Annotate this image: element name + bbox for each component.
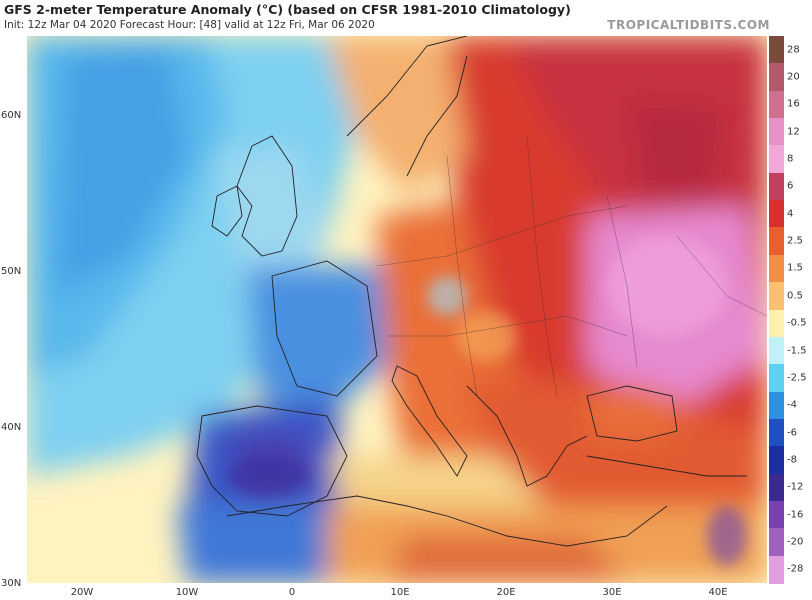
watermark: TROPICALTIDBITS.COM	[607, 18, 770, 32]
lon-label: 40E	[708, 587, 728, 598]
colorbar-segment	[769, 555, 784, 584]
lon-label: 30E	[602, 587, 622, 598]
colorbar-segment	[769, 473, 784, 502]
colorbar-label: -6	[787, 427, 797, 439]
lat-label: 60N	[1, 110, 22, 121]
colorbar-segment	[769, 36, 784, 64]
colorbar-segment	[769, 336, 784, 365]
colorbar-segment	[769, 63, 784, 92]
lon-label: 0	[288, 587, 296, 598]
colorbar-label: -28	[787, 563, 804, 575]
colorbar-label: 12	[787, 126, 800, 138]
colorbar-label: -16	[787, 509, 804, 521]
colorbar-label: -8	[787, 454, 797, 466]
colorbar-label: -4	[787, 399, 797, 411]
map-subtitle: Init: 12z Mar 04 2020 Forecast Hour: [48…	[4, 19, 375, 31]
colorbar-label: 1.5	[787, 262, 803, 274]
colorbar-label: -12	[787, 481, 804, 493]
anomaly-field	[27, 36, 767, 583]
colorbar-segment	[769, 254, 784, 283]
colorbar	[769, 36, 784, 584]
colorbar-label: -0.5	[787, 317, 807, 329]
colorbar-label: 20	[787, 71, 800, 83]
colorbar-segment	[769, 200, 784, 229]
colorbar-label: 16	[787, 98, 800, 110]
colorbar-segment	[769, 118, 784, 147]
colorbar-segment	[769, 500, 784, 529]
lon-label: 20E	[496, 587, 516, 598]
lon-label: 20W	[70, 587, 94, 598]
colorbar-label: 4	[787, 208, 794, 220]
lat-label: 40N	[1, 422, 22, 433]
colorbar-segment	[769, 227, 784, 256]
colorbar-label: 28	[787, 44, 800, 56]
borders	[376, 135, 767, 397]
colorbar-label: 2.5	[787, 235, 803, 247]
colorbar-segment	[769, 364, 784, 393]
anomaly-detail	[227, 236, 747, 566]
colorbar-label: 6	[787, 180, 794, 192]
colorbar-segment	[769, 446, 784, 475]
colorbar-segment	[769, 172, 784, 201]
colorbar-segment	[769, 391, 784, 420]
map-title: GFS 2-meter Temperature Anomaly (°C) (ba…	[4, 2, 571, 17]
colorbar-segment	[769, 309, 784, 338]
colorbar-segment	[769, 418, 784, 447]
colorbar-segment	[769, 282, 784, 311]
lat-label: 50N	[1, 266, 22, 277]
colorbar-segment	[769, 90, 784, 119]
lon-label: 10E	[390, 587, 410, 598]
anomaly-map	[27, 36, 767, 583]
colorbar-segment	[769, 145, 784, 174]
colorbar-label: -2.5	[787, 372, 807, 384]
colorbar-label: 8	[787, 153, 794, 165]
lat-label: 30N	[1, 578, 22, 589]
lon-label: 10W	[175, 587, 199, 598]
colorbar-label: -1.5	[787, 345, 807, 357]
colorbar-label: -20	[787, 536, 804, 548]
colorbar-segment	[769, 528, 784, 557]
colorbar-label: 0.5	[787, 290, 803, 302]
coastlines	[196, 36, 747, 547]
header: GFS 2-meter Temperature Anomaly (°C) (ba…	[0, 0, 812, 36]
